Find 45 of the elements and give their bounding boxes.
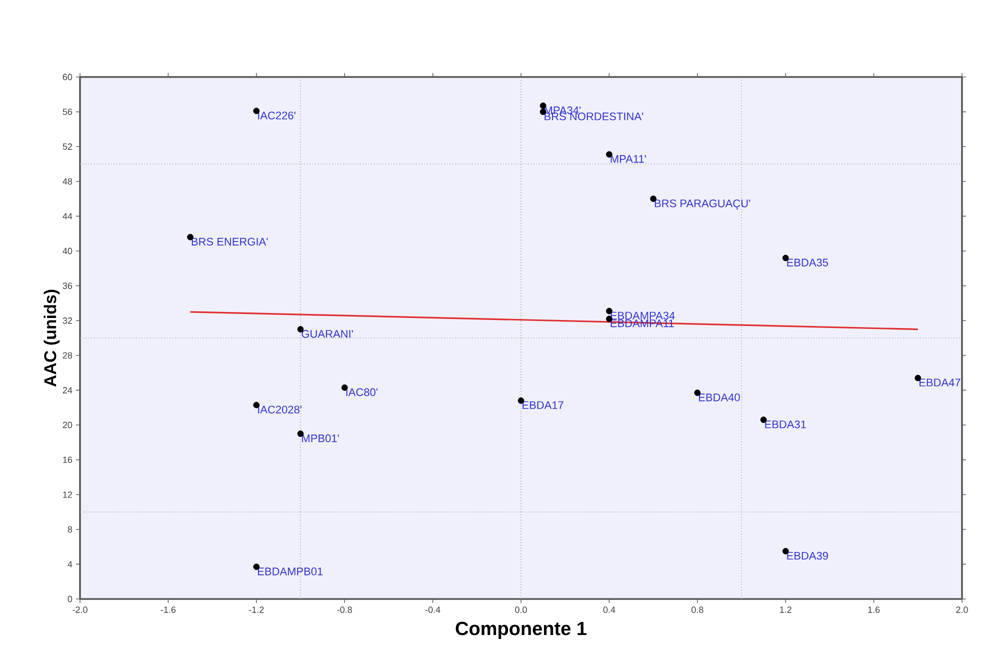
annotation: IAC226' [258,112,296,120]
y-tick-label: 48 [62,178,72,185]
annotation: EBDA17 [522,401,564,409]
y-tick-label: 36 [62,282,72,289]
annotation: IAC80' [346,388,378,396]
y-tick-label: 0 [68,596,72,602]
annotation: EBDA40 [699,394,740,402]
x-tick-label: 1.6 [868,606,880,613]
annotation: MPB01' [302,434,339,442]
y-axis-title: AAC (unids) [44,290,60,387]
y-tick-label: 24 [62,387,72,394]
x-tick-label: -2.0 [72,606,88,613]
annotation: EBDA39 [787,552,828,560]
y-tick-label: 4 [68,561,72,568]
y-tick-label: 56 [62,108,72,115]
annotation: MPA11' [610,155,646,163]
x-axis-title: Componente 1 [456,622,586,639]
y-tick-label: 16 [63,456,72,463]
x-tick-label: 2.0 [956,606,968,613]
y-tick-label: 32 [62,317,72,324]
annotation: EBDA35 [787,258,828,266]
annotation: BRS ENERGIA' [192,238,268,246]
y-tick-label: 52 [62,143,72,150]
annotation: GUARANI' [302,330,353,338]
x-tick-label: 0.4 [603,606,616,613]
y-tick-label: 44 [62,213,72,220]
annotation: EBDAMPA34 [610,312,675,320]
y-tick-label: 40 [62,248,72,254]
x-tick-label: 0.8 [691,606,704,613]
x-tick-label: -0.8 [337,606,352,613]
y-tick-label: 60 [62,74,72,80]
annotation: IAC2028' [258,406,302,414]
x-tick-label: 0.0 [515,606,527,613]
x-tick-label: -1.2 [249,606,264,613]
x-tick-label: 1.2 [780,606,792,613]
y-tick-label: 20 [62,422,72,428]
x-tick-label: -1.6 [160,606,176,613]
x-tick-label: -0.4 [425,606,440,613]
annotation: EBDA31 [765,420,806,428]
y-tick-label: 12 [63,491,72,498]
y-tick-label: 8 [68,526,72,533]
annotation: BRS PARAGUAÇU' [654,200,750,210]
annotation: EBDAMPB01 [258,568,323,576]
annotation: EBDA47 [920,378,960,386]
y-tick-label: 28 [62,352,72,359]
